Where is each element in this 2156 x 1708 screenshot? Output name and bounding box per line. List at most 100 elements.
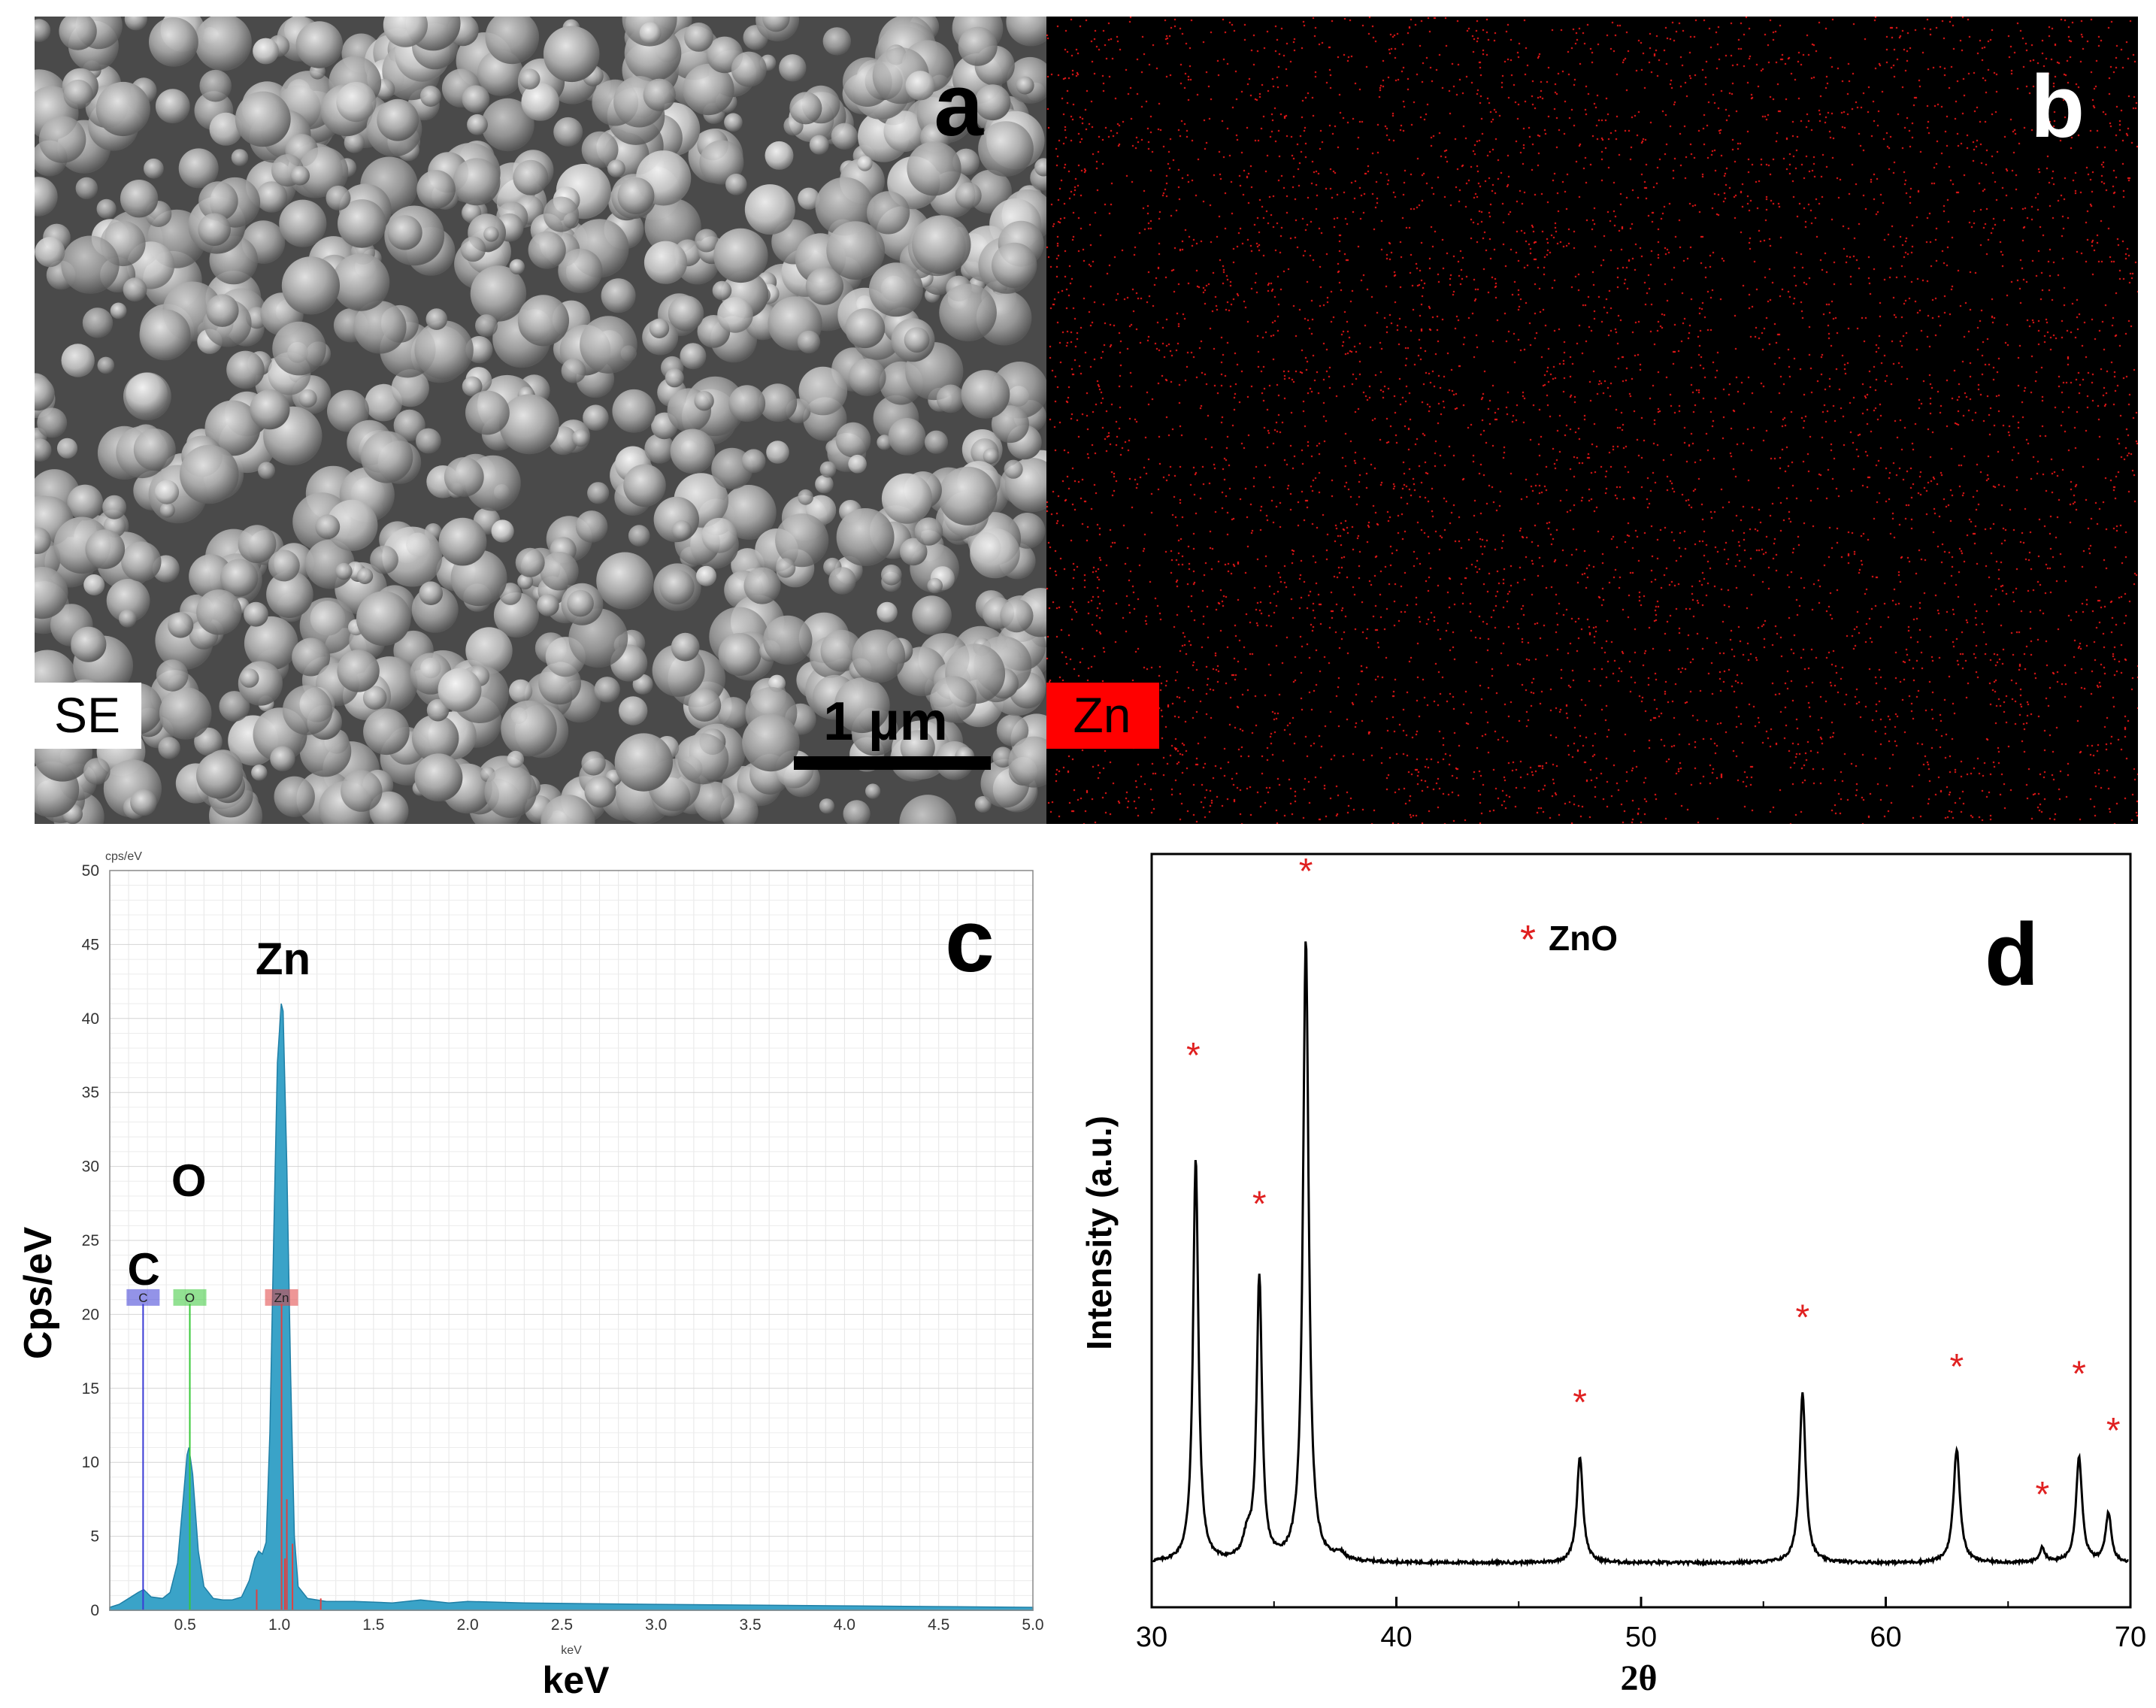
sem-grain xyxy=(877,601,898,623)
xrd-chart: * * * * * * * * * 30 40 50 60 70 * ZnO 2θ Intensity … xyxy=(1080,852,2146,1698)
sem-grain xyxy=(363,708,410,756)
sem-grain xyxy=(120,180,159,218)
sem-grain xyxy=(820,629,863,672)
sem-grain xyxy=(158,737,180,759)
eds-grid xyxy=(109,870,1034,1611)
sem-grain xyxy=(670,429,716,474)
sem-grain xyxy=(414,753,463,802)
sem-grain xyxy=(537,594,559,616)
sem-grain xyxy=(475,314,498,338)
sem-grain xyxy=(453,158,501,206)
sem-grain xyxy=(462,85,490,114)
sem-grain xyxy=(419,581,443,605)
eds-element-markers: C O Zn xyxy=(126,1289,322,1610)
sem-grain xyxy=(912,595,952,635)
eds-y-tick: 40 xyxy=(82,1010,99,1028)
eds-x-tick: 2.0 xyxy=(457,1616,479,1634)
sem-grain xyxy=(485,17,540,65)
sem-grain xyxy=(899,538,928,566)
sem-grain xyxy=(133,429,176,471)
sem-grain xyxy=(270,746,295,771)
sem-grain xyxy=(149,17,198,67)
sem-grain xyxy=(607,159,625,178)
sem-grain xyxy=(819,461,837,478)
sem-grain xyxy=(961,370,1010,419)
sem-grain xyxy=(587,482,610,504)
zn-label-box xyxy=(1046,683,1159,749)
sem-grain xyxy=(194,727,223,756)
sem-grain xyxy=(383,17,428,47)
sem-grain xyxy=(575,510,608,543)
sem-grain xyxy=(845,308,886,349)
sem-grain xyxy=(775,513,829,568)
sem-grain xyxy=(721,485,777,540)
sem-grain xyxy=(438,668,482,712)
sem-grain xyxy=(724,113,743,132)
sem-grain xyxy=(144,158,164,179)
xrd-legend-label: ZnO xyxy=(1549,919,1618,958)
eds-y-tick: 35 xyxy=(82,1084,99,1101)
eds-marker-label-Zn: Zn xyxy=(274,1291,289,1305)
sem-grain xyxy=(85,529,126,569)
panel-c-letter: c xyxy=(945,892,995,991)
sem-grain xyxy=(361,431,413,483)
sem-grain xyxy=(204,400,261,456)
sem-grain xyxy=(779,54,807,82)
eds-peak-label-O: O xyxy=(171,1155,207,1206)
xrd-asterisk: * xyxy=(1950,1347,1964,1387)
sem-grain xyxy=(507,750,525,768)
sem-grain xyxy=(178,148,219,189)
sem-grain xyxy=(983,448,999,465)
sem-grain xyxy=(377,98,419,141)
sem-grain xyxy=(857,156,873,171)
panel-d-xrd-pattern: * * * * * * * * * 30 40 50 60 70 * ZnO 2θ Intensity … xyxy=(1067,842,2156,1708)
sem-grain xyxy=(623,464,666,507)
sem-grain xyxy=(567,589,594,617)
eds-marker-label-C: C xyxy=(138,1291,147,1305)
sem-grain xyxy=(298,389,317,408)
eds-y-tick: 5 xyxy=(90,1528,99,1546)
sem-grain xyxy=(789,92,822,125)
sem-grain xyxy=(974,84,1011,121)
sem-grain xyxy=(912,215,971,274)
sem-grain xyxy=(831,123,858,150)
sem-grain xyxy=(580,316,637,374)
sem-grain xyxy=(612,389,656,433)
xrd-x-tick: 30 xyxy=(1136,1622,1167,1653)
sem-grain xyxy=(930,676,977,723)
sem-grain xyxy=(370,545,398,574)
sem-grain xyxy=(541,795,595,824)
sem-grain xyxy=(274,776,315,817)
xrd-diffraction-curve xyxy=(1152,941,2129,1568)
sem-grain xyxy=(924,430,949,454)
sem-grain xyxy=(1000,599,1034,633)
sem-grain xyxy=(766,441,789,464)
sem-grain xyxy=(244,601,268,627)
sem-grain xyxy=(828,567,856,595)
eds-marker-tag-O xyxy=(173,1289,207,1306)
sem-grain xyxy=(936,384,965,413)
sem-grain xyxy=(797,330,821,354)
sem-grain xyxy=(974,795,992,813)
sem-grain xyxy=(561,358,586,383)
sem-grain xyxy=(387,215,422,250)
sem-grain xyxy=(71,626,107,662)
sem-grain xyxy=(815,474,834,494)
sem-grain xyxy=(744,184,795,235)
sem-grain xyxy=(684,23,713,52)
sem-grain xyxy=(315,514,341,540)
eds-y-tick: 50 xyxy=(82,862,99,880)
sem-grain xyxy=(499,394,559,455)
sem-grain xyxy=(61,235,120,294)
sem-grain xyxy=(822,27,852,56)
sem-grain xyxy=(571,429,589,447)
eds-unit-top: cps/eV xyxy=(105,850,142,863)
sem-grain xyxy=(668,295,704,332)
sem-grain xyxy=(282,685,333,735)
eds-y-tick: 30 xyxy=(82,1158,99,1176)
sem-grain xyxy=(694,391,714,411)
eds-tick-labels: 0.5 1.0 1.5 2.0 2.5 3.0 3.5 4.0 4.5 5.0 0 5 10 15 20 25… xyxy=(82,862,1044,1634)
sem-grain xyxy=(584,776,616,808)
sem-grain xyxy=(336,82,377,123)
eds-y-tick: 20 xyxy=(82,1306,99,1323)
